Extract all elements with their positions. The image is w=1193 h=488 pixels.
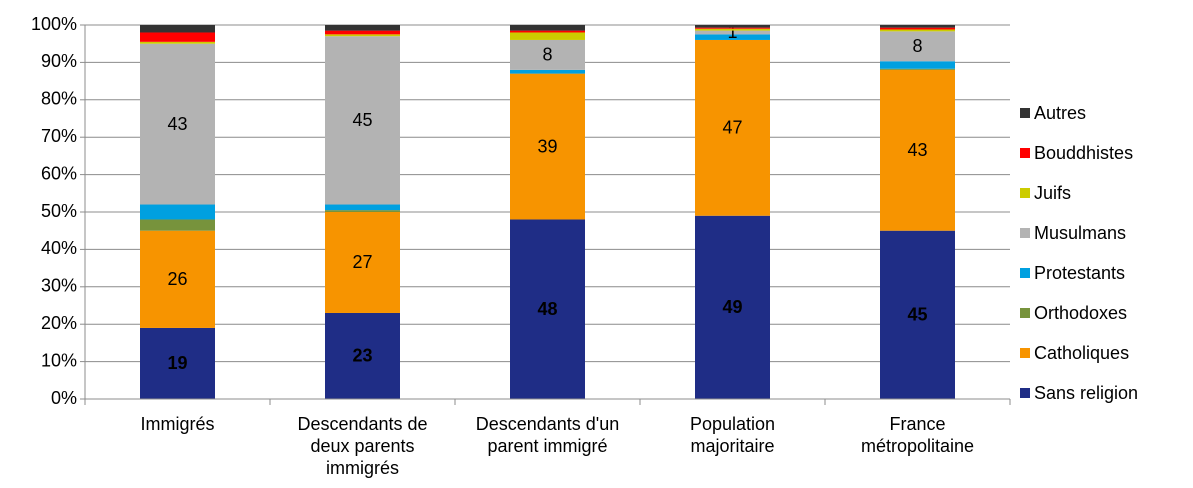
data-label: 19 bbox=[167, 353, 187, 373]
legend-label: Juifs bbox=[1034, 183, 1071, 203]
x-tick-label: Population majoritaire bbox=[689, 414, 776, 456]
legend-swatch bbox=[1020, 268, 1030, 278]
bar-segment bbox=[695, 27, 770, 29]
legend-label: Autres bbox=[1034, 103, 1086, 123]
data-label: 49 bbox=[722, 297, 742, 317]
x-tick-label: France métropolitaine bbox=[860, 414, 975, 456]
bar-segment bbox=[325, 204, 400, 211]
bar-segment bbox=[140, 32, 215, 42]
bar-segment bbox=[510, 32, 585, 40]
y-tick-label: 60% bbox=[41, 163, 77, 183]
bar-segment bbox=[510, 219, 585, 399]
data-label: 45 bbox=[352, 110, 372, 130]
bar-segment bbox=[880, 230, 955, 399]
bar-segment bbox=[880, 29, 955, 32]
legend-label: Sans religion bbox=[1034, 383, 1138, 403]
legend-label: Musulmans bbox=[1034, 223, 1126, 243]
bar-segment bbox=[325, 210, 400, 212]
y-tick-label: 10% bbox=[41, 350, 77, 370]
bar-segment bbox=[510, 30, 585, 33]
bar-segment bbox=[325, 36, 400, 205]
legend-swatch bbox=[1020, 148, 1030, 158]
data-label: 8 bbox=[912, 36, 922, 56]
data-label: 43 bbox=[167, 114, 187, 134]
legend-swatch bbox=[1020, 308, 1030, 318]
bar-segment bbox=[880, 27, 955, 30]
data-label: 47 bbox=[722, 118, 742, 138]
bar-segment bbox=[140, 41, 215, 44]
bar-segment bbox=[325, 34, 400, 37]
data-label: 26 bbox=[167, 269, 187, 289]
bar-segment bbox=[140, 219, 215, 231]
bar-segment bbox=[140, 230, 215, 328]
data-label: 27 bbox=[352, 252, 372, 272]
data-label: 43 bbox=[907, 140, 927, 160]
legend-label: Orthodoxes bbox=[1034, 303, 1127, 323]
y-tick-label: 70% bbox=[41, 126, 77, 146]
bar-segment bbox=[325, 212, 400, 313]
y-tick-label: 100% bbox=[31, 14, 77, 34]
legend-label: Protestants bbox=[1034, 263, 1125, 283]
bar-segment bbox=[510, 69, 585, 74]
y-tick-label: 80% bbox=[41, 89, 77, 109]
bar-segment bbox=[695, 30, 770, 35]
bar-segment bbox=[140, 25, 215, 33]
bar-segment bbox=[325, 25, 400, 31]
bar-segment bbox=[140, 204, 215, 220]
x-tick-label: Immigrés bbox=[140, 414, 215, 434]
data-label: 8 bbox=[542, 45, 552, 65]
bar-segment bbox=[695, 34, 770, 40]
bar-segment bbox=[695, 215, 770, 399]
y-tick-label: 0% bbox=[51, 388, 77, 408]
legend-label: Bouddhistes bbox=[1034, 143, 1133, 163]
data-label: 39 bbox=[537, 136, 557, 156]
y-tick-label: 40% bbox=[41, 238, 77, 258]
bar-segment bbox=[695, 39, 770, 216]
x-tick-label: Descendants de deux parents immigrés bbox=[297, 414, 428, 478]
bar-segment bbox=[880, 61, 955, 69]
bar-segment bbox=[510, 39, 585, 70]
data-label: 23 bbox=[352, 346, 372, 366]
legend-swatch bbox=[1020, 188, 1030, 198]
legend-swatch bbox=[1020, 348, 1030, 358]
x-tick-label: Descendants d'un parent immigré bbox=[475, 414, 620, 456]
y-tick-label: 20% bbox=[41, 313, 77, 333]
bar-segment bbox=[510, 25, 585, 31]
bar-segment bbox=[880, 31, 955, 62]
bar-segment bbox=[140, 327, 215, 399]
data-label: 45 bbox=[907, 305, 927, 325]
bar-segment bbox=[880, 68, 955, 70]
legend-swatch bbox=[1020, 108, 1030, 118]
legend-swatch bbox=[1020, 228, 1030, 238]
y-tick-label: 50% bbox=[41, 201, 77, 221]
bar-segment bbox=[325, 30, 400, 35]
y-tick-label: 30% bbox=[41, 276, 77, 296]
legend-swatch bbox=[1020, 388, 1030, 398]
data-label: 48 bbox=[537, 299, 557, 319]
bar-segment bbox=[325, 312, 400, 399]
bar-segment bbox=[880, 25, 955, 28]
bar-segment bbox=[695, 25, 770, 28]
y-tick-label: 90% bbox=[41, 51, 77, 71]
legend-label: Catholiques bbox=[1034, 343, 1129, 363]
bar-segment bbox=[140, 43, 215, 205]
bar-segment bbox=[695, 28, 770, 31]
bar-segment bbox=[510, 73, 585, 220]
bar-segment bbox=[880, 69, 955, 231]
data-label: 1 bbox=[727, 22, 737, 42]
